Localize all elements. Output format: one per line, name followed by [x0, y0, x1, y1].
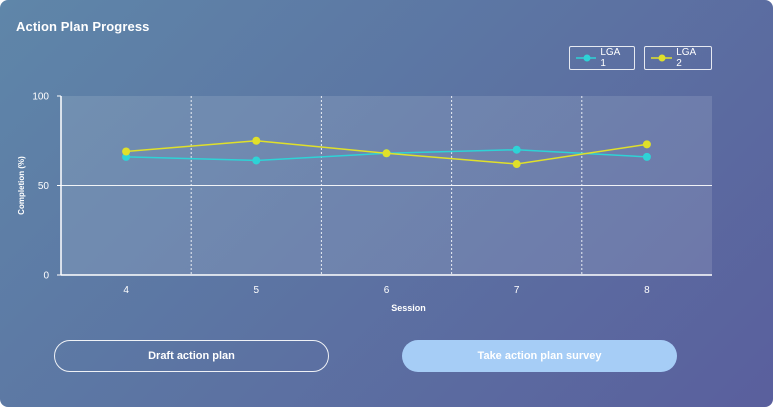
data-point-series-2: [382, 149, 391, 158]
y-axis-title: Completion (%): [17, 156, 26, 215]
y-tick-label: 50: [38, 181, 50, 192]
legend-item-lga-1[interactable]: LGA 1: [569, 46, 635, 70]
chart-title: Action Plan Progress: [16, 19, 150, 34]
data-point-series-1: [252, 156, 261, 165]
x-tick-label: 4: [123, 285, 129, 296]
legend-label-lga-1: LGA 1: [600, 47, 620, 69]
y-tick-label: 0: [43, 271, 49, 282]
x-tick-label: 7: [514, 285, 520, 296]
y-tick-label: 100: [32, 92, 49, 103]
draft-action-plan-button[interactable]: Draft action plan: [54, 340, 329, 372]
x-tick-label: 8: [644, 285, 650, 296]
legend-line-marker-icon: [651, 54, 673, 62]
data-point-series-1: [642, 152, 651, 161]
legend-line-marker-icon: [576, 54, 597, 62]
data-point-series-2: [122, 147, 131, 156]
x-tick-label: 5: [254, 285, 260, 296]
take-survey-button[interactable]: Take action plan survey: [402, 340, 677, 372]
x-axis-title: Session: [391, 303, 426, 313]
line-chart: 0 50 100 4 5 6 7 8 Session Completion (%): [17, 92, 651, 313]
data-point-series-2: [642, 140, 651, 149]
data-point-series-1: [512, 145, 521, 154]
data-point-series-2: [252, 136, 261, 145]
legend-item-lga-2[interactable]: LGA 2: [644, 46, 712, 70]
legend-label-lga-2: LGA 2: [676, 47, 696, 69]
x-tick-label: 6: [384, 285, 390, 296]
data-point-series-2: [512, 160, 521, 169]
